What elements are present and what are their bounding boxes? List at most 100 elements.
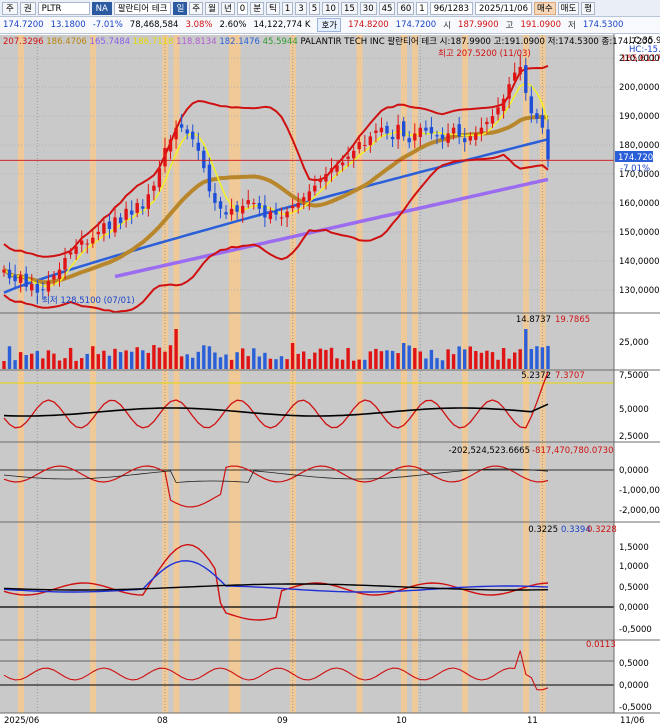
interval-5[interactable]: 5 bbox=[308, 1, 321, 15]
osc1-value-2: 7.3707 bbox=[555, 371, 585, 381]
price-tick-4: 170,0000 bbox=[619, 170, 660, 180]
osc2-tick-2: -2,000,000 bbox=[619, 506, 660, 516]
candle-body-93 bbox=[518, 66, 522, 75]
tab-day[interactable]: 일 bbox=[173, 1, 188, 15]
x-axis-label-5: 11/06 bbox=[620, 716, 645, 726]
buy-button[interactable]: 매수 bbox=[534, 1, 556, 15]
tab-minute[interactable]: 분 bbox=[250, 1, 265, 15]
candle-body-25 bbox=[141, 206, 145, 209]
lc-label: LC:35.96 bbox=[629, 36, 660, 46]
price-change: 13.1800 bbox=[50, 20, 86, 30]
osc3-blue-line bbox=[3, 560, 549, 593]
volume-bar-71 bbox=[396, 353, 400, 369]
volume-bar-25 bbox=[141, 350, 145, 369]
interval-10[interactable]: 10 bbox=[322, 1, 339, 15]
osc1-values: 5.2372 7.3707 bbox=[521, 371, 585, 381]
volume-bar-87 bbox=[485, 350, 489, 369]
volume-bar-3 bbox=[18, 352, 23, 369]
candle-body-60 bbox=[335, 165, 339, 172]
osc4-panel-bg bbox=[0, 640, 614, 713]
volume-bar-79 bbox=[440, 360, 445, 369]
osc3-tick-3: 0,0000 bbox=[619, 603, 649, 613]
osc3-value-1: 0.3225 bbox=[528, 525, 558, 535]
interval-60[interactable]: 60 bbox=[397, 1, 415, 15]
volume-tick-0: 25,000 bbox=[619, 338, 649, 348]
interval-3[interactable]: 3 bbox=[295, 1, 307, 15]
candle-body-57 bbox=[318, 179, 323, 183]
candle-body-87 bbox=[485, 121, 489, 125]
interval-45[interactable]: 45 bbox=[378, 1, 396, 15]
candle-body-8 bbox=[46, 281, 51, 292]
interval-count-input[interactable]: 1 bbox=[416, 1, 428, 15]
low-label: 저 bbox=[568, 21, 576, 31]
candle-body-10 bbox=[57, 269, 62, 279]
candle-body-68 bbox=[379, 127, 384, 133]
volume-bar-52 bbox=[290, 343, 295, 369]
candle-body-49 bbox=[274, 209, 278, 215]
highlight-band-0 bbox=[17, 35, 24, 713]
candle-body-79 bbox=[440, 134, 445, 140]
right-axis-bg bbox=[614, 35, 660, 713]
sell-button[interactable]: 매도 bbox=[557, 1, 580, 15]
volume-bar-7 bbox=[41, 358, 45, 369]
osc4-tick-0: 0,5000 bbox=[619, 659, 649, 669]
candle-body-76 bbox=[424, 127, 428, 131]
symbol-input[interactable]: PLTR bbox=[37, 1, 90, 15]
tab-year[interactable]: 년 bbox=[220, 1, 235, 15]
candle-body-33 bbox=[185, 129, 189, 134]
avg-button[interactable]: 평 bbox=[581, 1, 596, 15]
volume-bar-46 bbox=[257, 356, 261, 369]
interval-30[interactable]: 30 bbox=[359, 1, 377, 15]
candle-body-74 bbox=[413, 133, 417, 141]
osc3-value-3: 0.3228 bbox=[587, 525, 617, 535]
volume-bar-6 bbox=[35, 351, 39, 369]
volume-bar-98 bbox=[546, 345, 550, 369]
price-tick-0: 210,0000 bbox=[619, 54, 660, 64]
tab-tick[interactable]: 틱 bbox=[266, 1, 280, 15]
interval-input[interactable]: 0 bbox=[236, 1, 249, 15]
highlight-band-8 bbox=[400, 35, 407, 713]
range-display: 96/1283 bbox=[429, 1, 473, 15]
osc3-panel-bg bbox=[0, 522, 614, 640]
interval-1[interactable]: 1 bbox=[281, 1, 294, 15]
volume-bar-75 bbox=[418, 351, 422, 369]
x-axis-label-2: 09 bbox=[277, 716, 288, 726]
candle-body-51 bbox=[285, 211, 289, 218]
volume-bar-2 bbox=[13, 360, 17, 369]
volume-bar-10 bbox=[57, 360, 62, 369]
menu-button-2[interactable]: 권 bbox=[19, 1, 36, 15]
menu-button-1[interactable]: 주 bbox=[2, 1, 18, 15]
candle-body-97 bbox=[540, 115, 545, 128]
legend-title: PALANTIR TECH INC 팔란티어 테크 시:187.9900 고:1… bbox=[300, 36, 652, 47]
highlight-band-4 bbox=[228, 35, 235, 713]
volume-bar-63 bbox=[352, 360, 356, 369]
price-tick-3: 180,0000 bbox=[619, 141, 660, 151]
volume-values: 14.8737 19.7865 bbox=[516, 315, 590, 325]
toolbar: 주 권 PLTR NA 팔란티어 테크 일 주 월 년 0 분 틱 1 3 5 … bbox=[0, 0, 660, 17]
interval-15[interactable]: 15 bbox=[340, 1, 358, 15]
top-right-value: 165.6117 bbox=[621, 54, 660, 64]
price-tick-8: 130,0000 bbox=[619, 286, 660, 296]
high-price: 191.0900 bbox=[520, 20, 561, 30]
candle-body-1 bbox=[7, 269, 12, 279]
oscillator-panels bbox=[0, 371, 614, 691]
volume-bar-47 bbox=[263, 352, 267, 369]
tab-week[interactable]: 주 bbox=[189, 1, 204, 15]
tab-month[interactable]: 월 bbox=[205, 1, 219, 15]
hc-label: HC:-15.81 bbox=[629, 45, 660, 55]
chart-area[interactable]: 207.3296 186.4706 165.7484 186.7118 118.… bbox=[0, 34, 660, 727]
candle-body-2 bbox=[13, 274, 17, 282]
candle-body-42 bbox=[235, 205, 239, 212]
low-annotation: 최저 128.5100 (07/01) bbox=[42, 295, 135, 306]
date-input[interactable]: 2025/11/06 bbox=[475, 1, 532, 15]
x-axis-label-3: 10 bbox=[396, 716, 407, 726]
candle-body-24 bbox=[135, 203, 139, 213]
low-price: 174.5300 bbox=[582, 20, 624, 30]
candle-body-27 bbox=[152, 185, 156, 191]
stock-name: 팔란티어 테크 bbox=[113, 1, 172, 15]
ma-long-line bbox=[114, 177, 549, 279]
price-tag-text: 174.7200 bbox=[618, 153, 659, 163]
volume-bar-12 bbox=[68, 347, 73, 369]
legend-ma-value-1: 186.4706 bbox=[46, 37, 89, 47]
